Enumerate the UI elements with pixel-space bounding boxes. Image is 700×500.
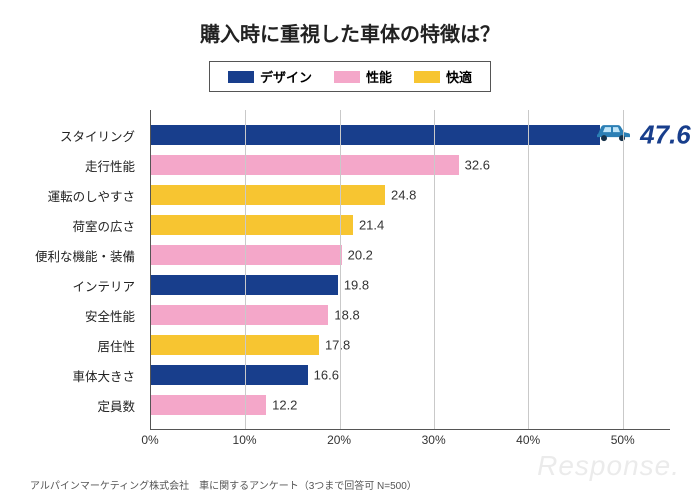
value-label: 19.8 bbox=[344, 278, 369, 293]
category-label: 安全性能 bbox=[23, 306, 143, 325]
bar-row: 運転のしやすさ24.8 bbox=[151, 180, 670, 210]
bar-row: 車体大きさ16.6 bbox=[151, 360, 670, 390]
bar: 17.8 bbox=[151, 335, 319, 355]
bar-row: インテリア19.8 bbox=[151, 270, 670, 300]
category-label: インテリア bbox=[23, 276, 143, 295]
car-icon bbox=[594, 120, 632, 142]
value-label: 17.8 bbox=[325, 338, 350, 353]
value-label: 21.4 bbox=[359, 218, 384, 233]
value-label: 32.6 bbox=[465, 158, 490, 173]
car-icon-wrap bbox=[594, 120, 632, 147]
bar: 18.8 bbox=[151, 305, 328, 325]
bar-row: 走行性能32.6 bbox=[151, 150, 670, 180]
bar-row: 安全性能18.8 bbox=[151, 300, 670, 330]
x-tick: 20% bbox=[327, 433, 351, 447]
legend-item: デザイン bbox=[228, 67, 312, 86]
legend-item: 快適 bbox=[414, 67, 472, 86]
legend-label: 性能 bbox=[366, 67, 392, 86]
value-label: 12.2 bbox=[272, 398, 297, 413]
x-tick: 50% bbox=[611, 433, 635, 447]
x-axis: 0%10%20%30%40%50% bbox=[150, 430, 670, 450]
legend-swatch bbox=[414, 71, 440, 83]
legend-swatch bbox=[228, 71, 254, 83]
category-label: スタイリング bbox=[23, 126, 143, 145]
value-label: 20.2 bbox=[348, 248, 373, 263]
footer: アルパインマーケティング株式会社 車に関するアンケート（3つまで回答可 N=50… bbox=[30, 477, 670, 492]
bar: 12.2 bbox=[151, 395, 266, 415]
x-tick: 40% bbox=[516, 433, 540, 447]
grid-line bbox=[623, 110, 624, 429]
bar: 24.8 bbox=[151, 185, 385, 205]
legend: デザイン 性能 快適 bbox=[209, 61, 491, 92]
category-label: 定員数 bbox=[23, 396, 143, 415]
category-label: 車体大きさ bbox=[23, 366, 143, 385]
legend-swatch bbox=[334, 71, 360, 83]
legend-label: デザイン bbox=[260, 67, 312, 86]
bar-row: 居住性17.8 bbox=[151, 330, 670, 360]
legend-label: 快適 bbox=[446, 67, 472, 86]
bar: 47.6 bbox=[151, 125, 600, 145]
x-tick: 10% bbox=[233, 433, 257, 447]
x-tick: 0% bbox=[141, 433, 158, 447]
value-label: 24.8 bbox=[391, 188, 416, 203]
category-label: 便利な機能・装備 bbox=[23, 246, 143, 265]
bar-row: 便利な機能・装備20.2 bbox=[151, 240, 670, 270]
category-label: 荷室の広さ bbox=[23, 216, 143, 235]
bar: 21.4 bbox=[151, 215, 353, 235]
grid-line bbox=[528, 110, 529, 429]
value-label: 47.6 bbox=[640, 120, 691, 151]
grid-line bbox=[434, 110, 435, 429]
legend-item: 性能 bbox=[334, 67, 392, 86]
chart-title: 購入時に重視した車体の特徴は？ bbox=[30, 18, 670, 47]
value-label: 16.6 bbox=[314, 368, 339, 383]
footer-left: アルパインマーケティング株式会社 車に関するアンケート（3つまで回答可 N=50… bbox=[30, 477, 417, 492]
category-label: 走行性能 bbox=[23, 156, 143, 175]
category-label: 運転のしやすさ bbox=[23, 186, 143, 205]
grid-line bbox=[245, 110, 246, 429]
chart-area: スタイリング47.6走行性能32.6運転のしやすさ24.8荷室の広さ21.4便利… bbox=[150, 110, 670, 430]
bar: 16.6 bbox=[151, 365, 308, 385]
bar: 32.6 bbox=[151, 155, 459, 175]
grid-line bbox=[340, 110, 341, 429]
category-label: 居住性 bbox=[23, 336, 143, 355]
bar-row: スタイリング47.6 bbox=[151, 120, 670, 150]
bar-row: 荷室の広さ21.4 bbox=[151, 210, 670, 240]
bars-container: スタイリング47.6走行性能32.6運転のしやすさ24.8荷室の広さ21.4便利… bbox=[151, 110, 670, 429]
bar-row: 定員数12.2 bbox=[151, 390, 670, 420]
x-tick: 30% bbox=[422, 433, 446, 447]
value-label: 18.8 bbox=[334, 308, 359, 323]
